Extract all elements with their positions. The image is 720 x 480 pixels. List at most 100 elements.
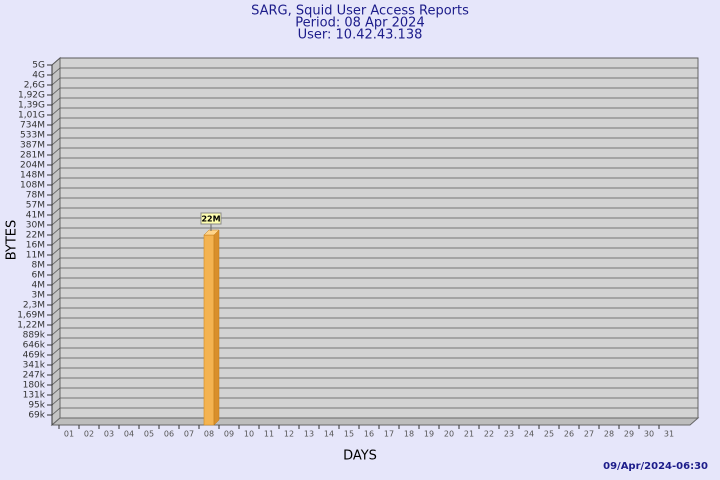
x-tick-label: 28	[604, 430, 614, 439]
grid-line	[51, 307, 698, 316]
x-tick-label: 20	[444, 430, 454, 439]
y-tick-label: 5G	[32, 61, 45, 71]
value-label: 22M	[201, 215, 220, 224]
grid-line	[51, 407, 698, 416]
x-tick-label: 05	[144, 430, 154, 439]
y-tick-label: 30M	[26, 221, 45, 231]
y-tick-label: 131k	[23, 391, 46, 401]
x-tick-label: 16	[364, 430, 374, 439]
y-tick-label: 4M	[32, 281, 46, 291]
grid-line	[51, 57, 698, 66]
grid-line	[51, 67, 698, 76]
bar	[203, 234, 215, 426]
bar-top	[203, 229, 220, 236]
grid-line	[51, 137, 698, 146]
x-tick-label: 26	[564, 430, 574, 439]
x-tick-label: 12	[284, 430, 294, 439]
x-tick-label: 02	[84, 430, 94, 439]
grid-line	[51, 87, 698, 96]
grid-line	[51, 167, 698, 176]
grid-line	[51, 237, 698, 246]
grid-line	[51, 197, 698, 206]
x-tick-label: 21	[464, 430, 474, 439]
grid-line	[51, 157, 698, 166]
y-tick-label: 1,22M	[17, 321, 45, 331]
grid-line	[51, 117, 698, 126]
y-tick-label: 69k	[28, 411, 45, 421]
y-tick-label: 16M	[26, 241, 45, 251]
x-tick-label: 09	[224, 430, 234, 439]
chart-subtitle: Period: 08 Apr 2024	[295, 16, 424, 31]
grid-line	[51, 357, 698, 366]
x-tick-label: 15	[344, 430, 354, 439]
grid-line	[51, 367, 698, 376]
x-tick-label: 17	[384, 430, 394, 439]
y-tick-label: 1,01G	[18, 111, 45, 121]
y-tick-label: 1,39G	[18, 101, 45, 111]
x-tick-label: 23	[504, 430, 514, 439]
grid-line	[51, 177, 698, 186]
y-tick-label: 3M	[32, 291, 46, 301]
chart-subtitle: User: 10.42.43.138	[298, 28, 423, 43]
y-tick-label: 281M	[20, 151, 45, 161]
grid-line	[51, 327, 698, 336]
y-tick-label: 204M	[20, 161, 45, 171]
footer-date: 09/Apr/2024-06:30	[603, 461, 708, 472]
grid-line	[51, 77, 698, 86]
x-tick-label: 24	[524, 430, 534, 439]
x-tick-label: 04	[124, 430, 134, 439]
grid-line	[51, 297, 698, 306]
x-tick-label: 31	[664, 430, 674, 439]
grid-line	[51, 187, 698, 196]
y-tick-label: 341k	[23, 361, 46, 371]
x-tick-label: 22	[484, 430, 494, 439]
bar-side	[213, 229, 220, 426]
y-tick-label: 469k	[23, 351, 46, 361]
x-tick-label: 14	[324, 430, 334, 439]
x-tick-label: 03	[104, 430, 114, 439]
x-tick-label: 01	[64, 430, 74, 439]
grid-line	[51, 277, 698, 286]
x-axis-label: DAYS	[343, 449, 377, 464]
y-tick-label: 11M	[26, 251, 45, 261]
y-tick-label: 4G	[32, 71, 45, 81]
y-tick-label: 41M	[26, 211, 45, 221]
y-tick-label: 108M	[20, 181, 45, 191]
x-tick-label: 27	[584, 430, 594, 439]
y-tick-label: 1,69M	[17, 311, 45, 321]
y-tick-label: 2,6G	[24, 81, 45, 91]
grid-line	[51, 227, 698, 236]
grid-line	[51, 347, 698, 356]
grid-line	[51, 257, 698, 266]
y-tick-label: 1,92G	[18, 91, 45, 101]
x-tick-label: 10	[244, 430, 254, 439]
x-tick-label: 06	[164, 430, 174, 439]
x-tick-label: 29	[624, 430, 634, 439]
grid-line	[51, 317, 698, 326]
y-tick-label: 22M	[26, 231, 45, 241]
grid-line	[51, 337, 698, 346]
y-tick-label: 148M	[20, 171, 45, 181]
grid-line	[51, 147, 698, 156]
y-axis-label: BYTES	[5, 220, 20, 261]
grid-line	[51, 387, 698, 396]
grid-line	[51, 247, 698, 256]
y-tick-label: 889k	[23, 331, 46, 341]
x-tick-label: 18	[404, 430, 414, 439]
y-tick-label: 57M	[26, 201, 45, 211]
y-tick-label: 387M	[20, 141, 45, 151]
floor	[50, 417, 700, 426]
grid-line	[51, 107, 698, 116]
y-tick-label: 247k	[23, 371, 46, 381]
y-tick-label: 180k	[23, 381, 46, 391]
y-tick-label: 95k	[28, 401, 45, 411]
grid-line	[51, 377, 698, 386]
y-tick-label: 6M	[32, 271, 46, 281]
grid-line	[51, 127, 698, 136]
x-tick-label: 25	[544, 430, 554, 439]
y-tick-label: 646k	[23, 341, 46, 351]
grid-line	[51, 287, 698, 296]
y-tick-label: 734M	[20, 121, 45, 131]
x-tick-label: 08	[204, 430, 214, 439]
